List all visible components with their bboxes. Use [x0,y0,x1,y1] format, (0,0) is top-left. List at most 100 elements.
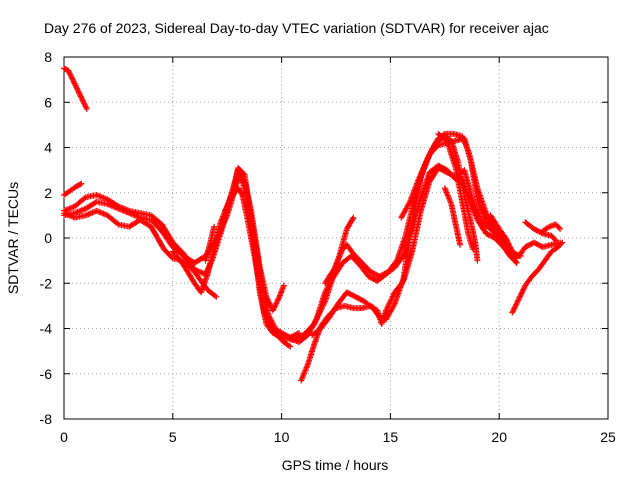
data-point [271,303,278,310]
data-point [302,367,309,374]
data-point [85,211,92,218]
data-point [83,104,90,111]
x-tick-label: 15 [383,429,399,445]
data-point [551,236,558,243]
data-point [263,313,270,320]
data-point [444,190,451,197]
data-point [312,317,319,324]
data-point [65,68,72,75]
data-point [516,294,523,301]
data-point [264,316,271,323]
data-point [510,306,517,313]
data-point [219,214,226,221]
data-point [385,303,392,310]
data-point [385,301,392,308]
data-point [511,305,518,312]
data-point [77,207,84,214]
data-point [330,267,337,274]
series-s19 [539,221,564,235]
data-point [218,216,225,223]
data-point [299,373,306,380]
data-point [88,210,95,217]
data-point [213,293,220,300]
data-point [269,307,276,314]
x-tick-label: 5 [169,429,177,445]
data-point [262,312,269,319]
data-point [74,86,81,93]
x-tick-label: 10 [274,429,290,445]
data-point [273,300,280,307]
data-point [93,192,100,199]
data-point [89,209,96,216]
data-point [114,220,121,227]
data-point [514,298,521,305]
data-point [460,136,467,143]
data-point [509,308,516,315]
data-point [197,268,203,275]
data-point [116,203,123,210]
chart-title: Day 276 of 2023, Sidereal Day-to-day VTE… [44,20,549,36]
data-point [81,101,88,108]
data-point [350,214,357,221]
data-point [224,202,231,209]
data-point [406,200,413,207]
data-point [65,67,72,74]
data-point [71,80,78,87]
data-point [285,334,292,341]
data-point [95,208,101,215]
data-point [507,245,514,252]
data-point [291,337,298,344]
data-point [261,309,268,316]
series-s17 [509,239,566,316]
series-s16 [487,212,564,260]
data-point [503,236,510,243]
data-point [296,330,303,337]
data-point [77,93,84,100]
data-point [72,83,79,90]
data-point [463,143,470,150]
data-point [559,239,566,246]
data-point [502,235,509,241]
data-point [78,207,85,214]
data-point [517,292,524,299]
data-point [300,371,307,378]
data-point [74,208,81,215]
data-point [79,96,86,103]
series-s18 [522,219,559,244]
data-point [220,213,227,220]
data-point [509,309,516,316]
data-point [515,297,522,304]
y-tick-label: 2 [44,185,52,201]
data-point [304,363,311,370]
data-point [513,300,520,307]
data-point [507,244,514,251]
data-point [124,207,131,214]
data-point [83,106,90,113]
data-point [298,377,305,384]
data-point [120,205,127,212]
data-point [505,240,512,247]
y-tick-label: -2 [40,275,53,291]
data-point [68,74,75,81]
x-tick-label: 0 [60,429,68,445]
data-point [211,223,218,230]
data-point [80,98,87,105]
data-point [123,206,130,213]
data-point [518,290,525,297]
data-point [544,224,551,231]
grid-lines [64,57,608,419]
data-point [69,76,76,83]
data-point [115,203,122,210]
data-point [96,193,103,200]
data-point [274,297,281,304]
data-point [77,92,84,99]
data-point [301,370,308,377]
data-point [447,198,454,205]
data-point [265,319,272,326]
data-point [70,77,77,84]
data-point [97,193,104,200]
data-point [267,301,274,308]
data-point [223,203,230,210]
data-point [99,194,106,201]
